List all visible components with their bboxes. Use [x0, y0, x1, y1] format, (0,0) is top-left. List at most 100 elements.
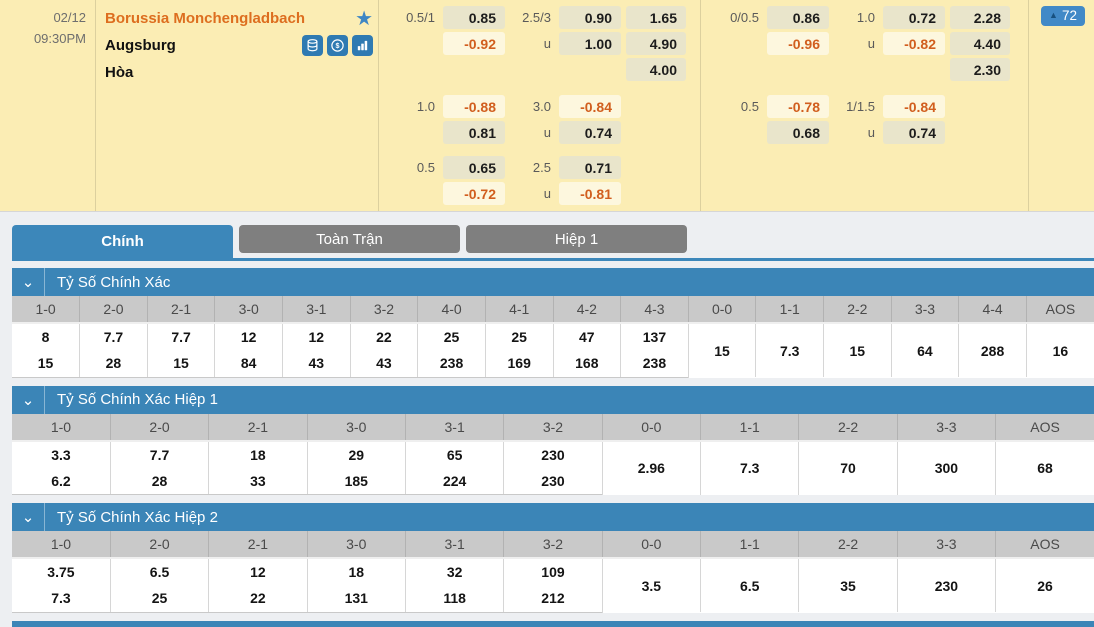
stacked-coins-icon[interactable] [302, 35, 323, 56]
score-odds-cell[interactable]: 6.5 [700, 558, 800, 612]
score-odds-cell[interactable]: 8 [12, 323, 81, 350]
score-odds-cell[interactable]: 26 [995, 558, 1094, 612]
score-odds-cell[interactable]: 7.3 [700, 440, 800, 495]
score-odds-cell[interactable]: 18 [306, 558, 406, 585]
odds-cell[interactable]: 0.68 [767, 121, 829, 144]
dollar-icon[interactable]: $ [327, 35, 348, 56]
score-odds-cell[interactable]: 288 [958, 323, 1027, 377]
odds-cell[interactable]: 0.86 [767, 6, 829, 29]
odds-cell[interactable]: -0.88 [443, 95, 505, 118]
odds-cell[interactable]: 0.74 [883, 121, 945, 144]
score-odds-cell[interactable]: 28 [79, 350, 148, 378]
score-odds-cell[interactable]: 118 [404, 585, 505, 613]
score-odds-cell[interactable]: 3.3 [12, 440, 111, 468]
chevron-down-icon[interactable]: ⌄ [12, 268, 45, 296]
odds-cell[interactable]: -0.96 [767, 32, 829, 55]
odds-cell[interactable]: 4.00 [626, 58, 686, 81]
score-odds-cell[interactable]: 29 [306, 440, 406, 468]
odds-cell[interactable]: 0.81 [443, 121, 505, 144]
score-odds-cell[interactable]: 238 [417, 350, 486, 378]
score-odds-cell[interactable]: 2.96 [601, 440, 702, 495]
score-odds-cell[interactable]: 230 [503, 440, 603, 468]
score-odds-cell[interactable]: 35 [798, 558, 898, 612]
odds-cell[interactable]: -0.92 [443, 32, 505, 55]
score-odds-cell[interactable]: 32 [404, 558, 505, 585]
favorite-star-icon[interactable]: ★ [355, 7, 373, 30]
odds-cell[interactable]: -0.82 [883, 32, 945, 55]
tab-chinh[interactable]: Chính [12, 225, 233, 258]
score-odds-cell[interactable]: 6.2 [12, 467, 111, 495]
score-odds-cell[interactable]: 224 [404, 467, 505, 495]
score-odds-cell[interactable]: 6.5 [109, 558, 210, 585]
score-odds-cell[interactable]: 25 [484, 323, 554, 350]
home-team-row[interactable]: Borussia Monchengladbach ★ [105, 5, 373, 32]
score-odds-cell[interactable]: 43 [282, 350, 351, 378]
score-odds-cell[interactable]: 3.75 [12, 558, 111, 585]
score-odds-cell[interactable]: 25 [417, 323, 486, 350]
score-odds-cell[interactable]: 47 [552, 323, 622, 350]
chevron-down-icon[interactable]: ⌄ [12, 385, 45, 414]
score-odds-cell[interactable]: 300 [896, 440, 997, 495]
score-odds-cell[interactable]: 64 [890, 323, 960, 377]
odds-cell[interactable]: 0.90 [559, 6, 621, 29]
odds-cell[interactable]: 0.74 [559, 121, 621, 144]
score-odds-cell[interactable]: 22 [208, 585, 308, 613]
score-odds-cell[interactable]: 25 [109, 585, 210, 613]
score-odds-cell[interactable]: 7.7 [146, 323, 216, 350]
odds-cell[interactable]: 0.85 [443, 6, 505, 29]
odds-cell[interactable]: 0.65 [443, 156, 505, 179]
score-odds-cell[interactable]: 65 [404, 440, 505, 468]
score-odds-cell[interactable]: 185 [306, 467, 406, 495]
odds-cell[interactable]: 0.71 [559, 156, 621, 179]
score-odds-cell[interactable]: 230 [503, 467, 603, 495]
bar-chart-icon[interactable] [352, 35, 373, 56]
score-odds-cell[interactable]: 15 [12, 350, 81, 378]
odds-cell[interactable]: 1.65 [626, 6, 686, 29]
score-odds-cell[interactable]: 12 [282, 323, 351, 350]
score-odds-cell[interactable]: 212 [503, 585, 603, 613]
odds-cell[interactable]: 2.30 [950, 58, 1010, 81]
odds-cell[interactable]: -0.72 [443, 182, 505, 205]
tab-hiep-1[interactable]: Hiệp 1 [466, 225, 687, 253]
score-odds-cell[interactable]: 28 [109, 467, 210, 495]
score-odds-cell[interactable]: 12 [214, 323, 283, 350]
score-odds-cell[interactable]: 230 [896, 558, 997, 612]
odds-cell[interactable]: 2.28 [950, 6, 1010, 29]
score-odds-cell[interactable]: 70 [798, 440, 898, 495]
more-bets-badge[interactable]: ▲ 72 [1041, 6, 1085, 26]
odds-cell[interactable]: -0.84 [883, 95, 945, 118]
score-odds-cell[interactable]: 7.3 [12, 585, 111, 613]
odds-cell[interactable]: 4.90 [626, 32, 686, 55]
score-odds-cell[interactable]: 7.3 [755, 323, 824, 377]
chevron-down-icon[interactable]: ⌄ [12, 503, 45, 531]
score-odds-cell[interactable]: 84 [214, 350, 283, 378]
score-odds-cell[interactable]: 16 [1025, 323, 1094, 377]
score-odds-cell[interactable]: 15 [146, 350, 216, 378]
score-odds-cell[interactable]: 18 [208, 440, 308, 468]
score-odds-cell[interactable]: 109 [503, 558, 603, 585]
score-odds-cell[interactable]: 168 [552, 350, 622, 378]
score-odds-cell[interactable]: 7.7 [79, 323, 148, 350]
score-odds-cell[interactable]: 169 [484, 350, 554, 378]
score-odds-cell[interactable]: 15 [823, 323, 892, 377]
odds-cell[interactable]: -0.84 [559, 95, 621, 118]
away-team-row[interactable]: Augsburg $ [105, 32, 373, 59]
score-odds-cell[interactable]: 131 [306, 585, 406, 613]
score-odds-cell[interactable]: 22 [349, 323, 419, 350]
odds-cell[interactable]: 4.40 [950, 32, 1010, 55]
score-odds-cell[interactable]: 68 [995, 440, 1094, 495]
score-odds-cell[interactable]: 137 [620, 323, 689, 350]
score-odds-cell[interactable]: 12 [208, 558, 308, 585]
tab-toan-tran[interactable]: Toàn Trận [239, 225, 460, 253]
score-odds-cell[interactable]: 43 [349, 350, 419, 378]
score-odds-cell[interactable]: 7.7 [109, 440, 210, 468]
score-odds-cell[interactable]: 33 [208, 467, 308, 495]
odds-cell[interactable]: -0.81 [559, 182, 621, 205]
odds-cell[interactable]: -0.78 [767, 95, 829, 118]
odds-cell[interactable]: 0.72 [883, 6, 945, 29]
score-odds-cell[interactable]: 15 [687, 323, 757, 377]
score-odds-cell[interactable]: 3.5 [601, 558, 702, 612]
section-title: Tỷ Số Chính Xác Hiệp 2 [57, 508, 218, 526]
score-odds-cell[interactable]: 238 [620, 350, 689, 378]
odds-cell[interactable]: 1.00 [559, 32, 621, 55]
